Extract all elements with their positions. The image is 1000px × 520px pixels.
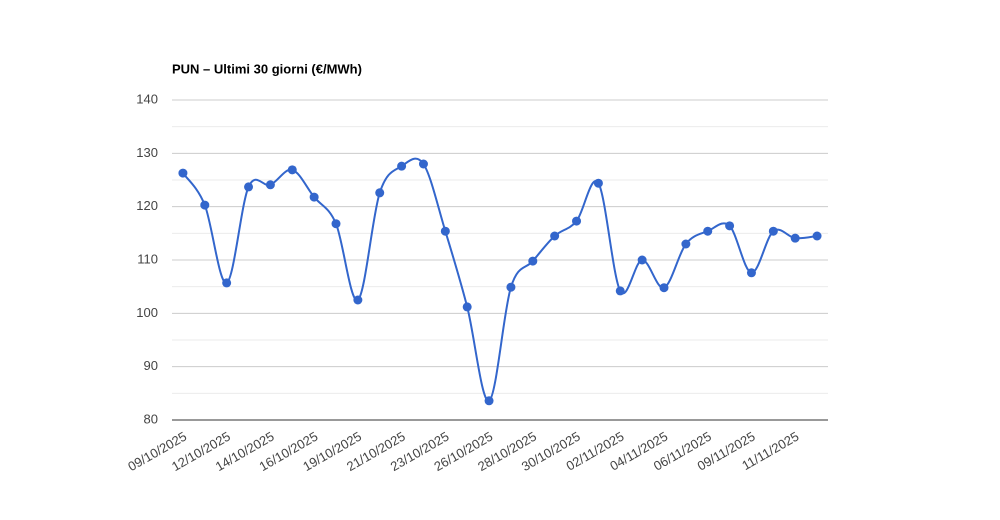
point <box>593 178 603 188</box>
point <box>615 286 625 296</box>
point <box>659 283 669 293</box>
point <box>287 165 297 175</box>
point <box>462 302 472 312</box>
y-tick-label: 120 <box>136 198 158 213</box>
y-tick-label: 80 <box>144 411 158 426</box>
chart-title: PUN – Ultimi 30 giorni (€/MWh) <box>172 61 362 76</box>
point <box>528 256 538 266</box>
point <box>397 161 407 171</box>
point <box>725 221 735 231</box>
point <box>812 231 822 241</box>
point <box>375 188 385 198</box>
point <box>572 216 582 226</box>
point <box>244 182 254 192</box>
point <box>790 233 800 243</box>
y-tick-label: 130 <box>136 145 158 160</box>
y-tick-label: 110 <box>137 251 158 266</box>
point <box>331 219 341 229</box>
point <box>178 168 188 178</box>
point <box>506 282 516 292</box>
point <box>637 255 647 265</box>
point <box>418 159 428 169</box>
y-tick-label: 90 <box>144 358 158 373</box>
point <box>265 180 275 190</box>
point <box>703 226 713 236</box>
y-tick-label: 100 <box>136 305 158 320</box>
point <box>768 226 778 236</box>
point <box>309 192 319 202</box>
point <box>681 239 691 249</box>
point <box>484 396 494 406</box>
point <box>550 231 560 241</box>
y-tick-label: 140 <box>136 91 158 106</box>
point <box>746 268 756 278</box>
point <box>200 200 210 210</box>
point <box>222 278 232 288</box>
point <box>440 226 450 236</box>
point <box>353 295 363 305</box>
